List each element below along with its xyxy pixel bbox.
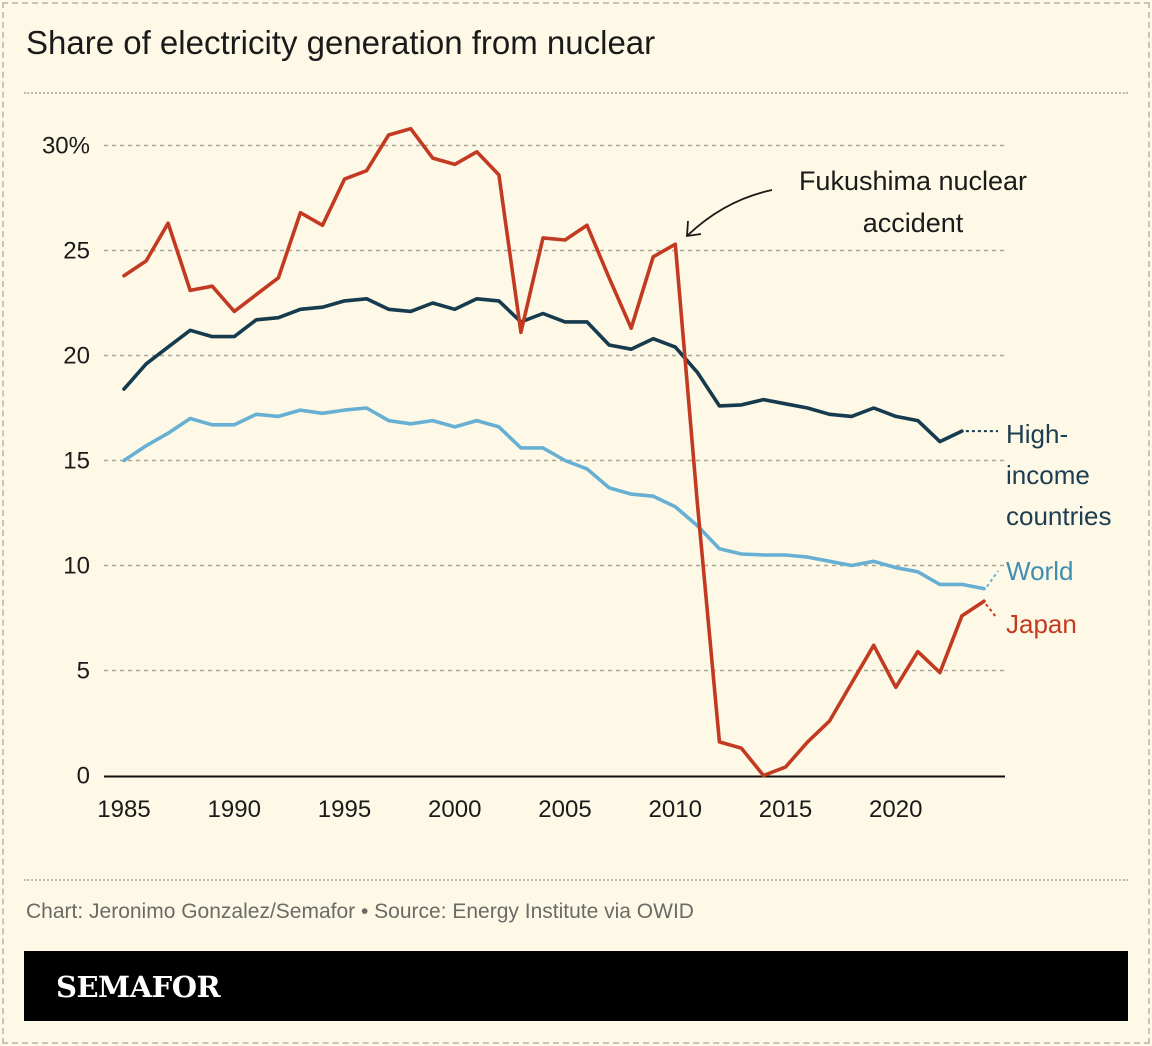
bottom-divider	[24, 879, 1128, 881]
semafor-logo: SEMAFOR	[56, 970, 221, 1004]
x-tick-label: 2005	[538, 796, 591, 823]
y-tick-label: 10	[63, 553, 90, 580]
series-label-japan: Japan	[1006, 609, 1077, 639]
x-tick-label: 2010	[649, 796, 702, 823]
series-label-world: World	[1006, 556, 1073, 586]
annotation-arrow	[687, 189, 773, 236]
y-tick-label: 25	[63, 238, 90, 265]
footer-bar: SEMAFOR	[24, 951, 1128, 1021]
y-tick-label: 20	[63, 343, 90, 370]
x-tick-label: 2000	[428, 796, 481, 823]
x-tick-label: 1990	[208, 796, 261, 823]
label-connector	[986, 570, 999, 588]
x-tick-label: 2020	[869, 796, 922, 823]
source-note: Chart: Jeronimo Gonzalez/Semafor • Sourc…	[26, 900, 694, 923]
series-line-world	[122, 406, 986, 591]
y-tick-label: 5	[77, 658, 90, 685]
label-connector	[985, 603, 997, 618]
y-tick-label: 30%	[42, 133, 90, 160]
series-line-japan	[122, 126, 986, 778]
series-label-high-income: High-	[1006, 419, 1068, 449]
chart-title: Share of electricity generation from nuc…	[26, 24, 656, 61]
annotation-text: Fukushima nuclear	[799, 166, 1027, 196]
series-label-high-income: income	[1006, 460, 1090, 490]
series-line-high-income-countries	[122, 296, 964, 444]
top-divider	[24, 92, 1128, 94]
x-tick-label: 1995	[318, 796, 371, 823]
y-tick-label: 15	[63, 448, 90, 475]
series-label-high-income: countries	[1006, 501, 1112, 531]
annotation-text: accident	[863, 208, 964, 238]
y-tick-label: 0	[77, 763, 90, 790]
x-tick-label: 2015	[759, 796, 812, 823]
arrow-head-icon	[686, 220, 702, 238]
x-tick-label: 1985	[97, 796, 150, 823]
